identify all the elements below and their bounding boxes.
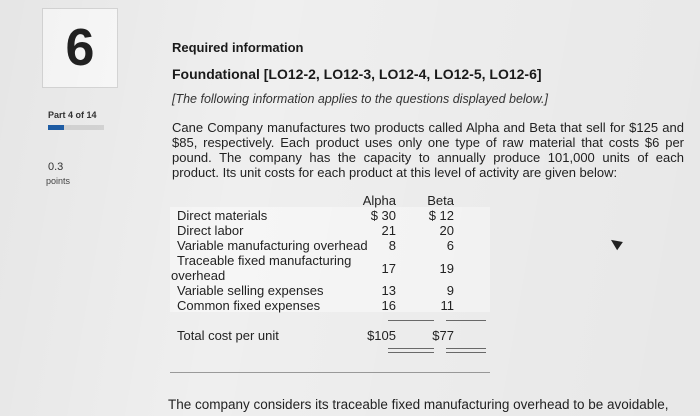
row-label: Variable selling expenses (177, 283, 324, 298)
total-double-rule-beta-2 (446, 352, 486, 353)
info-note: [The following information applies to th… (172, 92, 548, 106)
total-row: Total cost per unit $105 $77 (170, 328, 490, 344)
row-label: Variable manufacturing overhead (177, 238, 368, 253)
part-progress-fill (48, 125, 65, 130)
mouse-cursor-icon (608, 235, 623, 251)
cost-table-background (170, 207, 490, 312)
total-label: Total cost per unit (177, 328, 279, 343)
subtotal-rule-beta (446, 320, 486, 321)
part-label: Part 4 of 14 (48, 110, 97, 120)
row-label: Direct labor (177, 223, 244, 238)
alpha-value: 21 (381, 223, 396, 238)
points-label: points (46, 176, 71, 186)
table-row: Traceable fixed manufacturing overhead 1… (170, 253, 490, 283)
alpha-value: 13 (381, 283, 396, 298)
table-row: Variable manufacturing overhead 8 6 (170, 238, 490, 254)
question-number: 6 (42, 8, 118, 88)
continued-paragraph: The company considers its traceable fixe… (168, 397, 669, 412)
row-label: Common fixed expenses (177, 298, 321, 313)
problem-description: Cane Company manufactures two products c… (172, 120, 684, 180)
alpha-value: 16 (381, 298, 396, 313)
total-alpha-value: $105 (367, 328, 396, 343)
row-label: Direct materials (177, 208, 268, 223)
row-label: Traceable fixed manufacturing (177, 253, 352, 268)
column-header-beta: Beta (427, 193, 454, 208)
table-row: Direct labor 21 20 (170, 223, 490, 239)
total-double-rule-beta (446, 348, 486, 349)
beta-value: 6 (446, 238, 454, 253)
table-row: Variable selling expenses 13 9 (170, 283, 490, 299)
required-info-heading: Required information (172, 40, 304, 55)
table-bottom-border (170, 372, 490, 373)
beta-value: 11 (440, 298, 455, 313)
table-row: Common fixed expenses 16 11 (170, 298, 490, 314)
part-progress-bar (48, 125, 104, 130)
column-header-alpha: Alpha (362, 193, 396, 208)
subtotal-rule-alpha (388, 320, 434, 321)
beta-value: $ 12 (428, 208, 454, 223)
total-double-rule-alpha (388, 348, 434, 349)
total-double-rule-alpha-2 (388, 352, 434, 353)
points-value: 0.3 (48, 161, 64, 173)
alpha-value: 8 (388, 238, 396, 253)
alpha-value: 17 (381, 261, 396, 276)
table-row: Direct materials $ 30 $ 12 (170, 208, 490, 224)
beta-value: 20 (439, 223, 454, 238)
alpha-value: $ 30 (370, 208, 396, 223)
beta-value: 9 (446, 283, 454, 298)
beta-value: 19 (439, 261, 454, 276)
row-label-continued: overhead (171, 268, 226, 283)
total-beta-value: $77 (432, 328, 454, 343)
problem-title: Foundational [LO12-2, LO12-3, LO12-4, LO… (172, 66, 542, 82)
